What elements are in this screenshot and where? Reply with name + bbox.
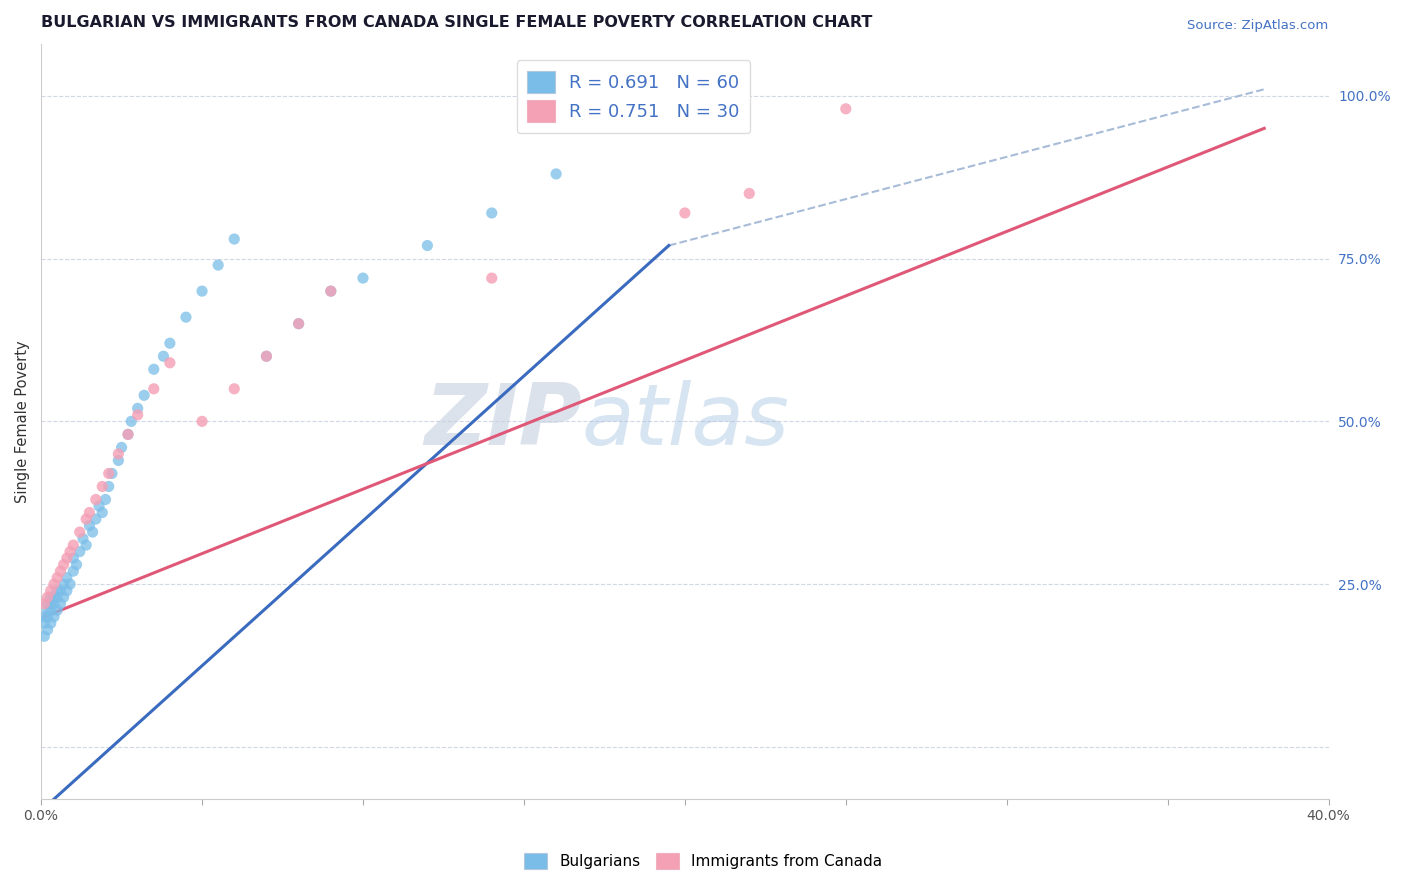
Point xyxy=(46,590,69,604)
Legend: R = 0.691   N = 60, R = 0.751   N = 30: R = 0.691 N = 60, R = 0.751 N = 30 xyxy=(516,61,751,133)
Point xyxy=(34,616,56,631)
Point xyxy=(39,583,62,598)
Point xyxy=(101,467,124,481)
Point xyxy=(39,590,62,604)
Point xyxy=(107,453,129,467)
Point xyxy=(34,629,56,643)
Point xyxy=(37,597,59,611)
Point xyxy=(56,583,79,598)
Point xyxy=(481,271,503,285)
Point xyxy=(254,349,277,363)
Point xyxy=(62,538,84,552)
Point xyxy=(117,427,139,442)
Point xyxy=(127,401,149,416)
Point xyxy=(91,479,114,493)
Point xyxy=(62,564,84,578)
Text: atlas: atlas xyxy=(582,380,790,463)
Point xyxy=(62,551,84,566)
Point xyxy=(416,238,439,252)
Point xyxy=(79,518,101,533)
Point xyxy=(142,362,165,376)
Point xyxy=(159,356,181,370)
Point xyxy=(75,538,97,552)
Point xyxy=(49,583,72,598)
Point xyxy=(207,258,229,272)
Text: ZIP: ZIP xyxy=(425,380,582,463)
Point xyxy=(107,447,129,461)
Point xyxy=(72,532,94,546)
Point xyxy=(132,388,155,402)
Point xyxy=(34,597,56,611)
Point xyxy=(117,427,139,442)
Point xyxy=(593,108,616,122)
Point xyxy=(49,564,72,578)
Point xyxy=(37,590,59,604)
Y-axis label: Single Female Poverty: Single Female Poverty xyxy=(15,340,30,503)
Point xyxy=(59,577,82,591)
Point xyxy=(152,349,174,363)
Point xyxy=(224,382,246,396)
Text: Source: ZipAtlas.com: Source: ZipAtlas.com xyxy=(1188,20,1329,32)
Point xyxy=(94,492,117,507)
Point xyxy=(46,571,69,585)
Point xyxy=(191,414,214,428)
Point xyxy=(39,616,62,631)
Point xyxy=(224,232,246,246)
Point xyxy=(59,544,82,558)
Point xyxy=(84,492,107,507)
Point xyxy=(42,577,65,591)
Point xyxy=(46,603,69,617)
Point xyxy=(546,167,568,181)
Point xyxy=(254,349,277,363)
Point xyxy=(84,512,107,526)
Point xyxy=(52,577,75,591)
Point xyxy=(120,414,142,428)
Point xyxy=(593,102,616,116)
Point xyxy=(673,206,696,220)
Point xyxy=(69,524,91,539)
Text: BULGARIAN VS IMMIGRANTS FROM CANADA SINGLE FEMALE POVERTY CORRELATION CHART: BULGARIAN VS IMMIGRANTS FROM CANADA SING… xyxy=(41,15,873,30)
Point xyxy=(319,284,342,298)
Point xyxy=(319,284,342,298)
Point xyxy=(37,623,59,637)
Point xyxy=(49,597,72,611)
Point xyxy=(287,317,309,331)
Point xyxy=(52,558,75,572)
Point xyxy=(42,609,65,624)
Point xyxy=(174,310,197,325)
Point xyxy=(56,551,79,566)
Point xyxy=(42,590,65,604)
Point xyxy=(87,499,110,513)
Point xyxy=(37,603,59,617)
Point xyxy=(37,609,59,624)
Point xyxy=(159,336,181,351)
Point xyxy=(42,597,65,611)
Point xyxy=(69,544,91,558)
Point xyxy=(82,524,104,539)
Point xyxy=(835,102,858,116)
Point xyxy=(110,441,132,455)
Point xyxy=(191,284,214,298)
Point xyxy=(352,271,374,285)
Point xyxy=(52,590,75,604)
Point xyxy=(127,408,149,422)
Point xyxy=(56,571,79,585)
Point xyxy=(34,609,56,624)
Point xyxy=(39,603,62,617)
Point xyxy=(97,479,120,493)
Point xyxy=(481,206,503,220)
Point xyxy=(75,512,97,526)
Point xyxy=(97,467,120,481)
Point xyxy=(91,506,114,520)
Point xyxy=(287,317,309,331)
Point xyxy=(79,506,101,520)
Legend: Bulgarians, Immigrants from Canada: Bulgarians, Immigrants from Canada xyxy=(517,847,889,875)
Point xyxy=(142,382,165,396)
Point xyxy=(39,597,62,611)
Point xyxy=(738,186,761,201)
Point xyxy=(65,558,87,572)
Point xyxy=(46,583,69,598)
